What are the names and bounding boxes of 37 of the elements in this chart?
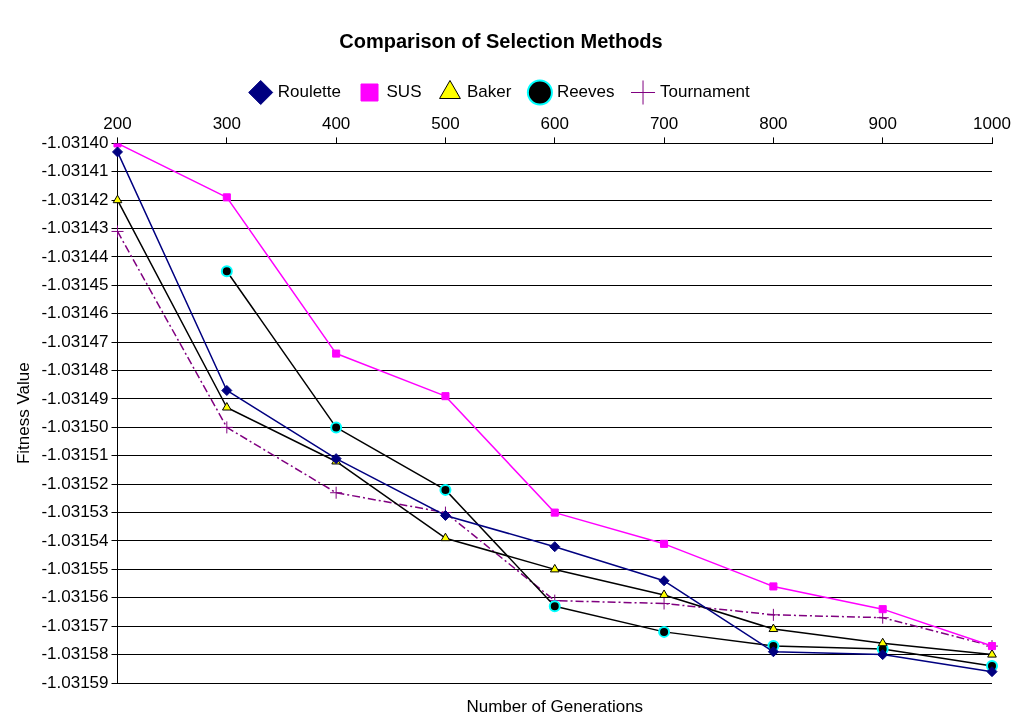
x-tick-label: 800 — [759, 113, 788, 133]
y-tick-label: -1.03155 — [41, 559, 109, 579]
x-tick-label: 900 — [868, 113, 897, 133]
x-tick-label: 600 — [540, 113, 569, 133]
x-tick-label: 300 — [212, 113, 242, 133]
x-tick-label: 200 — [103, 113, 132, 133]
y-tick-label: -1.03149 — [41, 388, 109, 408]
y-tick-label: -1.03143 — [41, 218, 109, 238]
y-tick-label: -1.03152 — [41, 473, 109, 493]
x-tick-label: 500 — [431, 113, 460, 133]
y-tick-label: -1.03147 — [41, 331, 109, 351]
y-tick-label: -1.03142 — [41, 189, 109, 209]
x-tick-label: 400 — [321, 113, 351, 133]
y-tick-label: -1.03158 — [41, 644, 109, 664]
y-tick-label: -1.03154 — [41, 530, 109, 550]
y-tick-label: -1.03145 — [41, 275, 109, 295]
y-tick-label: -1.03146 — [41, 303, 109, 323]
y-tick-label: -1.03157 — [41, 615, 109, 635]
y-tick-label: -1.03153 — [41, 502, 109, 522]
legend-label: Tournament — [660, 82, 751, 102]
x-axis-title: Number of Generations — [466, 696, 644, 716]
x-tick-label: 1000 — [973, 113, 1011, 133]
y-tick-label: -1.03150 — [41, 417, 109, 437]
y-tick-label: -1.03156 — [41, 587, 109, 607]
y-tick-label: -1.03159 — [41, 672, 109, 692]
y-tick-label: -1.03141 — [41, 161, 109, 181]
legend-label: Reeves — [556, 82, 615, 102]
chart-title: Comparison of Selection Methods — [339, 29, 663, 52]
y-tick-label: -1.03140 — [41, 133, 109, 153]
legend-label: SUS — [386, 82, 422, 102]
y-tick-label: -1.03148 — [41, 360, 109, 380]
y-axis-title: Fitness Value — [13, 362, 33, 465]
x-tick-label: 700 — [649, 113, 679, 133]
legend-label: Baker — [466, 82, 512, 102]
legend-label: Roulette — [277, 82, 342, 102]
y-tick-label: -1.03144 — [41, 246, 109, 266]
y-tick-label: -1.03151 — [41, 445, 109, 465]
